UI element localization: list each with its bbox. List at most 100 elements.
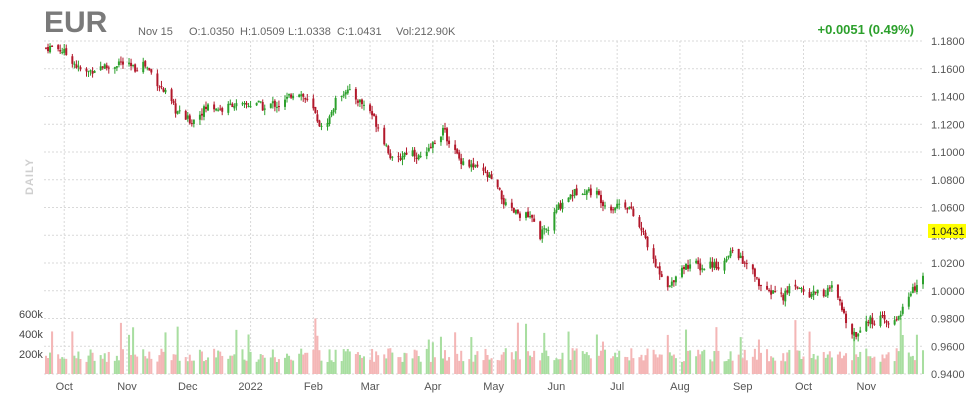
volume-bar [699,354,702,374]
volume-bar [61,357,64,374]
candle-body [640,227,643,231]
volume-bar [389,348,392,374]
volume-bar [855,354,858,374]
volume-bar [895,348,898,374]
candle-body [405,152,408,155]
volume-bar [907,352,910,374]
volume-bar [599,350,602,374]
volume-bar [573,350,576,374]
candle-body [360,99,363,105]
candle-body [99,66,102,71]
volume-bar [443,350,447,374]
candle-body [75,64,78,68]
candle-body [897,316,900,320]
candle-body [346,89,349,94]
candle-body [500,190,503,200]
candle-body [205,106,208,110]
volume-bar [476,351,479,374]
volume-bar [701,351,704,374]
y-tick-label: 0.9600 [931,341,965,353]
volume-bar [612,356,615,374]
candle-body [745,263,748,265]
candle-body [729,250,732,257]
volume-bar [427,339,430,374]
volume-bar [358,354,361,374]
volume-bar [871,357,874,374]
candle-body [403,153,406,157]
volume-bar [883,358,886,374]
candle-body [144,60,147,67]
candle-body [484,171,487,173]
candle-body [431,142,434,148]
candle-body [703,269,706,271]
volume-bar [729,351,732,374]
volume-bar [227,358,230,374]
volume-bar [788,349,791,374]
volume-bar [377,355,380,374]
volume-bar [640,354,643,374]
volume-bar [715,327,718,374]
volume-bar [774,360,777,374]
candle-body [571,195,574,197]
candle-body [87,71,90,73]
candle-body [569,194,572,199]
candle-body [816,289,819,294]
y-tick-label: 1.0600 [931,203,965,215]
candle-body [128,62,131,65]
candle-body [255,102,258,106]
candle-body [286,96,289,99]
candle-body [411,150,414,156]
volume-bar [571,348,574,374]
x-tick-label: Apr [424,381,441,393]
candle-body [518,213,521,218]
candle-body [881,315,884,317]
candle-body [922,275,924,285]
candle-body [699,263,702,271]
volume-bar [233,354,236,374]
candle-body [687,265,690,269]
volume-bar [344,351,347,374]
volume-bar [298,353,301,374]
volume-bar [842,355,846,374]
volume-bar [741,358,744,374]
volume-bar [745,360,748,374]
volume-bar [65,358,68,374]
volume-bar [646,348,649,374]
volume-bar [603,349,607,374]
candle-body [326,122,329,127]
volume-bar [229,355,232,374]
candle-body [913,286,916,291]
candle-body [115,66,118,68]
candle-body [186,115,189,119]
candle-body [543,228,546,230]
candle-body [867,321,870,323]
candle-body [757,278,760,287]
candle-body [227,103,230,113]
volume-bar [581,351,584,374]
x-tick-label: Dec [178,381,198,393]
volume-bar [585,352,588,374]
volume-bar [486,354,489,374]
candle-body [105,65,108,69]
volume-bar [190,360,193,374]
volume-bar [737,354,740,374]
candle-body [741,255,744,264]
volume-bar [739,337,742,374]
volume-bar [318,350,321,374]
candle-body [221,108,224,112]
y-tick-label: 1.0000 [931,286,965,298]
candle-body [444,128,447,130]
volume-bar [340,361,343,374]
volume-bar [385,358,388,374]
candle-body [670,281,673,286]
volume-bar [215,357,218,374]
volume-bar [557,359,560,374]
candle-body [642,231,645,233]
candle-body [674,276,677,283]
candle-body [63,48,66,53]
candle-body [243,103,246,105]
volume-bar [375,351,378,374]
volume-bar [107,351,110,374]
